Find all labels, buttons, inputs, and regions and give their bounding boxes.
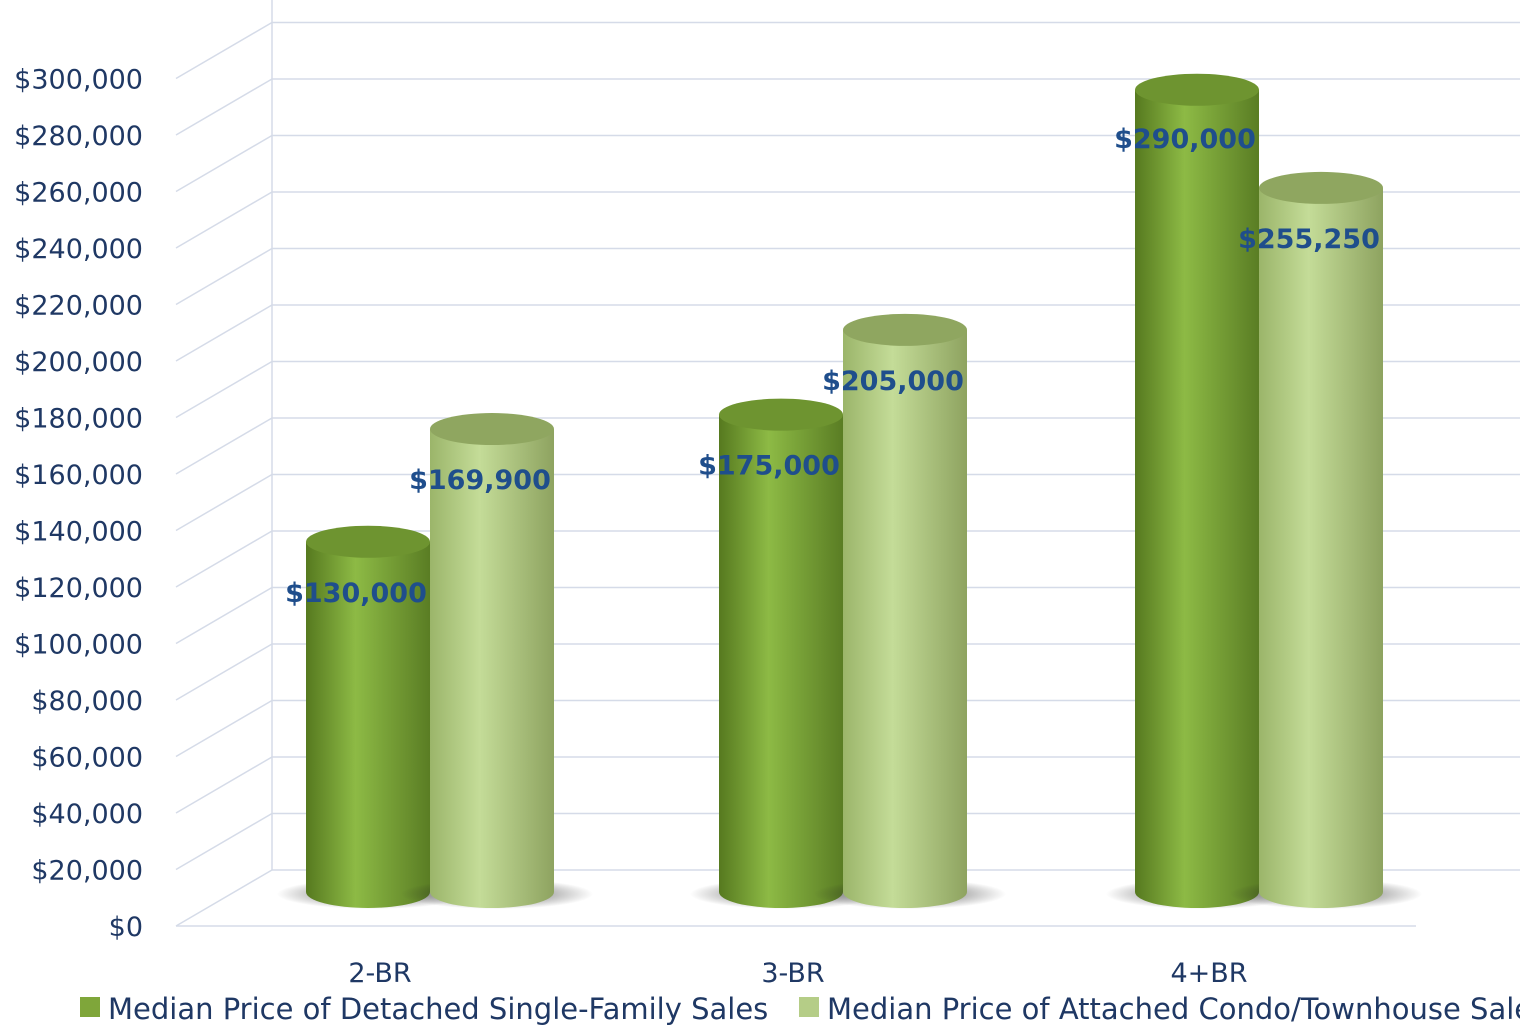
y-tick-label: $80,000 bbox=[31, 686, 143, 717]
legend-swatch bbox=[799, 997, 819, 1017]
bar-top-cap bbox=[430, 413, 554, 446]
y-tick-label: $240,000 bbox=[14, 234, 143, 265]
bar-series2-3br bbox=[843, 329, 967, 908]
legend-swatch bbox=[80, 997, 100, 1017]
bar-top-cap bbox=[306, 525, 430, 558]
bar-top-cap bbox=[719, 398, 843, 431]
legend-label: Median Price of Attached Condo/Townhouse… bbox=[827, 992, 1520, 1026]
data-label: $175,000 bbox=[698, 451, 840, 482]
y-tick-label: $300,000 bbox=[14, 65, 143, 96]
bar-top-cap bbox=[843, 313, 967, 346]
bar-series1-2br bbox=[306, 541, 430, 908]
gridline-diagonal bbox=[175, 360, 273, 419]
gridline-diagonal bbox=[175, 530, 273, 588]
bar-series1-3br bbox=[719, 414, 843, 908]
data-label: $130,000 bbox=[285, 578, 427, 609]
legend-label: Median Price of Detached Single-Family S… bbox=[108, 992, 768, 1026]
x-tick-label: 4+BR bbox=[1170, 958, 1247, 989]
y-tick-label: $260,000 bbox=[14, 178, 143, 209]
bar-top-cap bbox=[1259, 171, 1383, 204]
data-label: $205,000 bbox=[822, 366, 964, 397]
bar-series2-4br bbox=[1259, 187, 1383, 908]
bar-top-cap bbox=[1135, 73, 1259, 106]
x-tick-label: 3-BR bbox=[761, 958, 824, 989]
gridline-diagonal bbox=[175, 134, 273, 193]
gridline-diagonal bbox=[175, 247, 273, 306]
y-tick-label: $100,000 bbox=[14, 630, 143, 661]
gridline-diagonal bbox=[175, 21, 273, 80]
y-tick-label: $200,000 bbox=[14, 347, 143, 378]
gridline-diagonal bbox=[175, 699, 273, 758]
y-tick-label: $40,000 bbox=[31, 799, 143, 830]
gridline-diagonal bbox=[175, 643, 273, 701]
bar-series1-4br bbox=[1135, 89, 1259, 908]
gridline-diagonal bbox=[175, 586, 273, 645]
data-label: $290,000 bbox=[1114, 124, 1256, 155]
y-tick-label: $0 bbox=[109, 912, 143, 943]
y-tick-label: $220,000 bbox=[14, 291, 143, 322]
gridline-diagonal bbox=[175, 756, 273, 814]
gridline-diagonal bbox=[175, 304, 273, 362]
y-tick-label: $160,000 bbox=[14, 460, 143, 491]
gridline-diagonal bbox=[175, 78, 273, 136]
gridline-diagonal bbox=[175, 812, 273, 871]
y-tick-label: $20,000 bbox=[31, 856, 143, 887]
x-tick-label: 2-BR bbox=[348, 958, 411, 989]
data-label: $255,250 bbox=[1238, 224, 1380, 255]
y-tick-label: $60,000 bbox=[31, 743, 143, 774]
bar-series2-2br bbox=[430, 429, 554, 908]
y-tick-label: $120,000 bbox=[14, 573, 143, 604]
gridline-diagonal bbox=[175, 869, 273, 927]
gridline-diagonal bbox=[175, 473, 273, 532]
y-tick-label: $140,000 bbox=[14, 517, 143, 548]
data-label: $169,900 bbox=[409, 465, 551, 496]
y-tick-label: $280,000 bbox=[14, 121, 143, 152]
y-tick-label: $180,000 bbox=[14, 404, 143, 435]
gridline-diagonal bbox=[175, 417, 273, 475]
gridline-diagonal bbox=[175, 191, 273, 249]
